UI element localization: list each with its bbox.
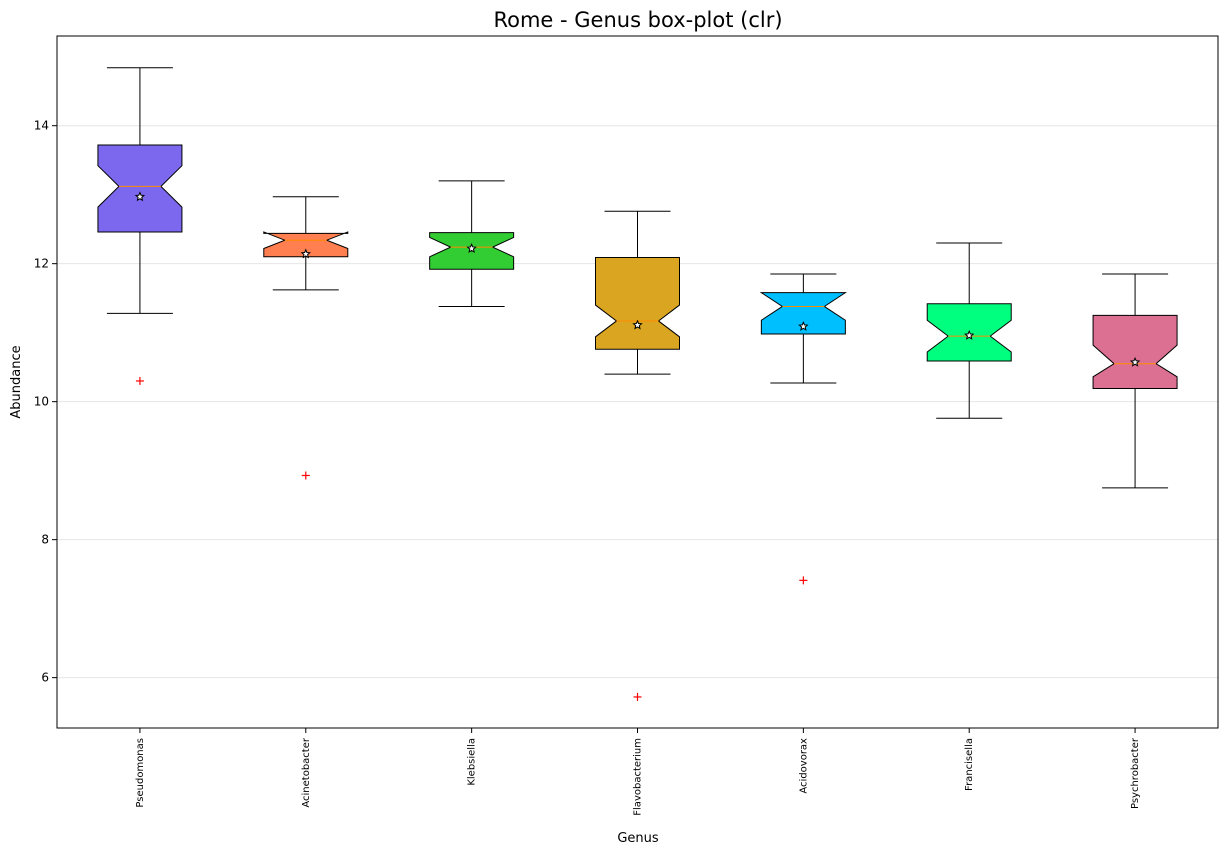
mean-marker [466,243,477,253]
mean-marker [798,320,809,331]
x-axis-label: Genus [617,831,659,846]
x-axis: Pseudomonas Acinetobacter Klebsiella Flavob… [135,728,1141,816]
x-tick-label: Flavobacterium [633,738,644,816]
y-axis: 6 8 10 12 14 [34,119,57,685]
box-francisella [926,242,1012,419]
x-tick-label: Acidovorax [798,738,809,794]
y-tick-label: 8 [41,533,49,547]
outlier-marker [633,692,642,701]
x-tick-label: Acinetobacter [301,737,312,808]
notched-box [759,292,848,335]
x-tick-label: Psychrobacter [1130,737,1141,809]
mean-marker [1129,356,1141,367]
outlier-marker [799,576,808,585]
box-flavobacterium [595,210,680,701]
x-tick-label: Klebsiella [467,738,478,786]
chart-title: Rome - Genus box-plot (clr) [493,8,782,32]
x-tick-label: Francisella [964,738,975,791]
box-acinetobacter [263,196,349,480]
box-pseudomonas [97,67,183,385]
outlier-marker [301,471,310,480]
x-tick-label: Pseudomonas [135,738,146,808]
notched-box [595,256,680,350]
y-tick-label: 12 [34,257,49,271]
box-layer [97,67,1178,701]
outlier-marker [135,376,144,385]
mean-marker [963,329,975,340]
box-klebsiella [429,180,515,307]
y-tick-label: 10 [34,395,49,409]
y-tick-label: 6 [41,671,49,685]
notched-box [263,231,349,258]
notched-box [97,144,183,233]
box-acidovorax [759,273,848,585]
y-tick-label: 14 [34,119,49,133]
notched-box [1092,314,1178,390]
grid-layer [57,125,1218,679]
y-axis-label: Abundance [9,345,24,418]
mean-marker [632,319,643,330]
box-psychrobacter [1092,273,1178,489]
mean-marker [134,191,146,202]
mean-marker [300,248,312,259]
